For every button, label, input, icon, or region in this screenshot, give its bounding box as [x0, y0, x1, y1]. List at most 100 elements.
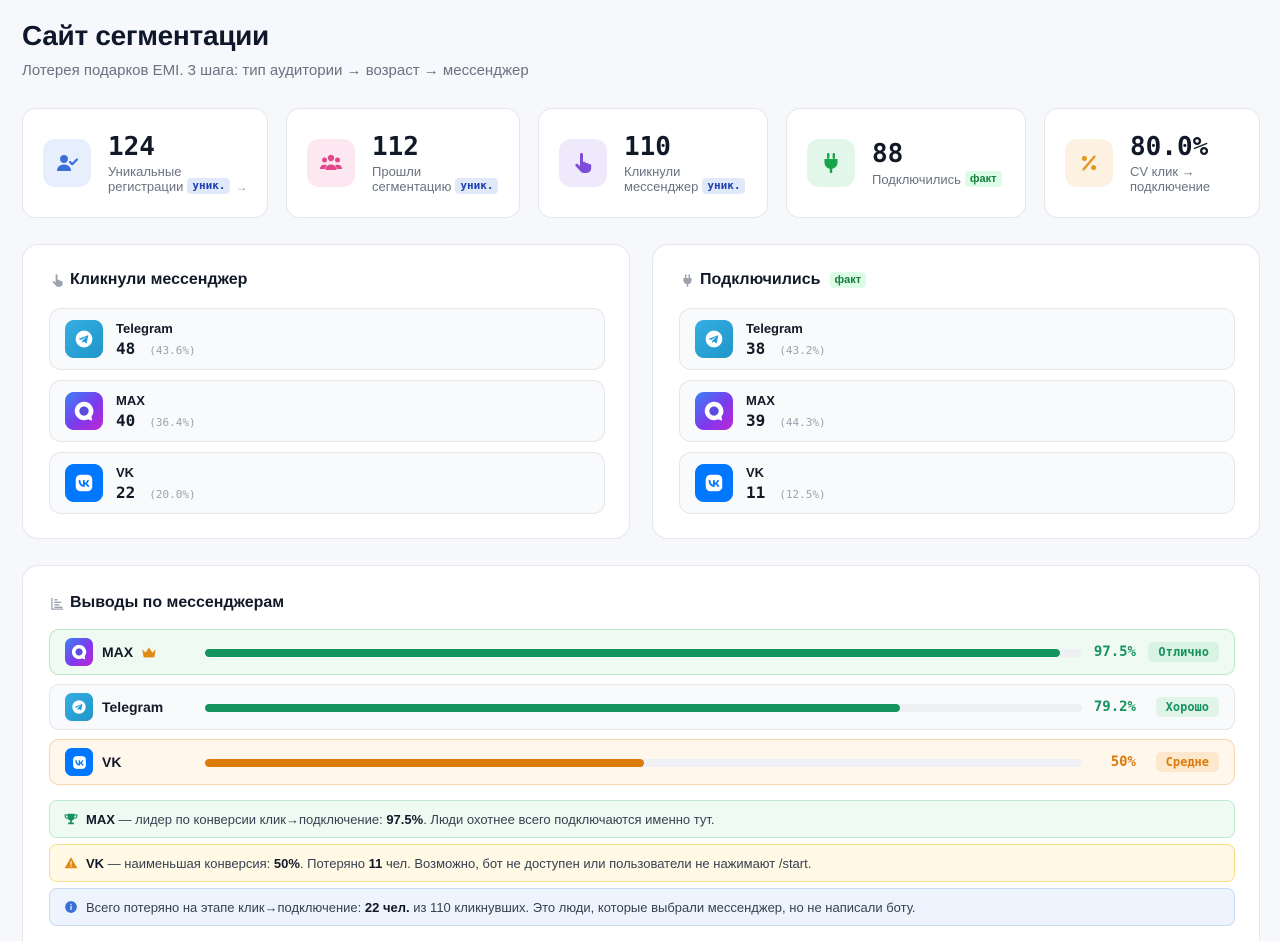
max-icon: [65, 392, 103, 430]
percent-icon: [1065, 139, 1113, 187]
rating-badge: Отлично: [1148, 642, 1219, 662]
messenger-count: 22: [116, 482, 136, 502]
messenger-name: VK: [102, 754, 122, 770]
telegram-icon: [65, 693, 93, 721]
messenger-name: Telegram: [116, 320, 173, 336]
conclusions-panel: Выводы по мессенджерам MAX 97.5% Отлично…: [22, 565, 1260, 941]
page-header: Сайт сегментации Лотерея подарков EMI. 3…: [22, 20, 529, 79]
stat-card-clicked: 110 Кликнули мессенджер уник.: [538, 108, 768, 218]
panel-title: Подключились факт: [678, 271, 867, 289]
warning-icon: [64, 856, 78, 870]
telegram-icon: [65, 320, 103, 358]
conversion-row-max: MAX 97.5% Отлично: [49, 629, 1235, 675]
messenger-pct: (44.3%): [779, 415, 826, 429]
messenger-name: MAX: [102, 644, 134, 660]
stat-value: 124: [108, 132, 155, 162]
unique-badge: уник.: [702, 178, 746, 194]
clicked-messenger-panel: Кликнули мессенджер Telegram 48 (43.6%) M…: [22, 244, 630, 539]
pointer-hand-icon: [559, 139, 607, 187]
info-icon: [64, 900, 78, 914]
messenger-name: VK: [116, 464, 135, 480]
rating-badge: Средне: [1155, 752, 1219, 772]
panel-title: Выводы по мессенджерам: [48, 594, 284, 612]
stat-label: Кликнули мессенджер: [624, 164, 699, 194]
note-text: MAX — лидер по конверсии клик→подключени…: [86, 811, 715, 827]
pointer-hand-icon: [48, 271, 66, 289]
messenger-count: 39: [746, 410, 766, 430]
connected-panel: Подключились факт Telegram 38 (43.2%) MAX…: [652, 244, 1260, 539]
messenger-count: 48: [116, 338, 136, 358]
note-text: Всего потеряно на этапе клик→подключение…: [86, 899, 916, 915]
note-text: VK — наименьшая конверсия: 50%. Потеряно…: [86, 855, 812, 871]
telegram-icon: [695, 320, 733, 358]
messenger-name: MAX: [746, 392, 775, 408]
messenger-row-max: MAX 40 (36.4%): [49, 380, 605, 442]
fact-badge: факт: [964, 171, 1002, 187]
stat-label: Прошли сегментацию: [372, 164, 452, 194]
stat-label: Уникальные регистрации: [108, 164, 184, 194]
vk-icon: [695, 464, 733, 502]
messenger-pct: (12.5%): [779, 487, 826, 501]
messenger-pct: (20.0%): [149, 487, 196, 501]
unique-badge: уник.: [187, 178, 231, 194]
messenger-row-max: MAX 39 (44.3%): [679, 380, 1235, 442]
stat-card-connected: 88 Подключились факт: [786, 108, 1026, 218]
messenger-count: 38: [746, 338, 766, 358]
messenger-name: MAX: [116, 392, 145, 408]
max-icon: [695, 392, 733, 430]
conversion-row-vk: VK 50% Средне: [49, 739, 1235, 785]
stat-card-segmented: 112 Прошли сегментацию уник.: [286, 108, 520, 218]
conversion-pct: 50%: [1110, 754, 1136, 770]
stat-label: CV клик → подключение: [1130, 164, 1211, 194]
messenger-row-telegram: Telegram 38 (43.2%): [679, 308, 1235, 370]
messenger-pct: (36.4%): [149, 415, 196, 429]
conversion-pct: 79.2%: [1093, 699, 1136, 715]
messenger-name: VK: [746, 464, 765, 480]
info-note: Всего потеряно на этапе клик→подключение…: [49, 888, 1235, 926]
messenger-name: Telegram: [746, 320, 803, 336]
plug-icon: [807, 139, 855, 187]
stat-card-conversion: 80.0% CV клик → подключение: [1044, 108, 1260, 218]
arrow-right-icon: →: [235, 180, 248, 194]
conversion-bar-fill: [205, 649, 1061, 657]
trophy-icon: [64, 812, 78, 826]
messenger-name: Telegram: [102, 699, 164, 715]
stat-value: 80.0%: [1130, 132, 1209, 162]
stats-row: 124 Уникальные регистрации уник. → 112 Пр…: [22, 108, 1260, 218]
conversion-bar-track: [205, 704, 1082, 712]
messenger-pct: (43.2%): [779, 343, 826, 357]
crown-icon: [141, 645, 157, 659]
unique-badge: уник.: [455, 178, 499, 194]
stat-label: Подключились: [872, 171, 961, 187]
vk-icon: [65, 748, 93, 776]
messenger-count: 11: [746, 482, 766, 502]
page-subtitle: Лотерея подарков EMI. 3 шага: тип аудито…: [22, 62, 529, 79]
rating-badge: Хорошо: [1155, 697, 1219, 717]
stat-card-registrations: 124 Уникальные регистрации уник. →: [22, 108, 268, 218]
bar-chart-icon: [48, 594, 66, 612]
panel-title: Кликнули мессенджер: [48, 271, 247, 289]
messenger-count: 40: [116, 410, 136, 430]
messenger-row-vk: VK 11 (12.5%): [679, 452, 1235, 514]
max-icon: [65, 638, 93, 666]
users-icon: [307, 139, 355, 187]
conversion-bar-track: [205, 649, 1082, 657]
stat-value: 110: [624, 132, 671, 162]
conversion-row-telegram: Telegram 79.2% Хорошо: [49, 684, 1235, 730]
conversion-bar-fill: [205, 704, 900, 712]
messenger-row-vk: VK 22 (20.0%): [49, 452, 605, 514]
conversion-pct: 97.5%: [1093, 644, 1136, 660]
weak-note: VK — наименьшая конверсия: 50%. Потеряно…: [49, 844, 1235, 882]
conversion-bar-track: [205, 759, 1082, 767]
leader-note: MAX — лидер по конверсии клик→подключени…: [49, 800, 1235, 838]
plug-icon: [678, 271, 696, 289]
stat-value: 112: [372, 132, 419, 162]
messenger-pct: (43.6%): [149, 343, 196, 357]
user-check-icon: [43, 139, 91, 187]
fact-badge: факт: [829, 272, 867, 288]
page-title: Сайт сегментации: [22, 20, 269, 51]
vk-icon: [65, 464, 103, 502]
conversion-bar-fill: [205, 759, 644, 767]
messenger-row-telegram: Telegram 48 (43.6%): [49, 308, 605, 370]
stat-value: 88: [872, 139, 904, 169]
